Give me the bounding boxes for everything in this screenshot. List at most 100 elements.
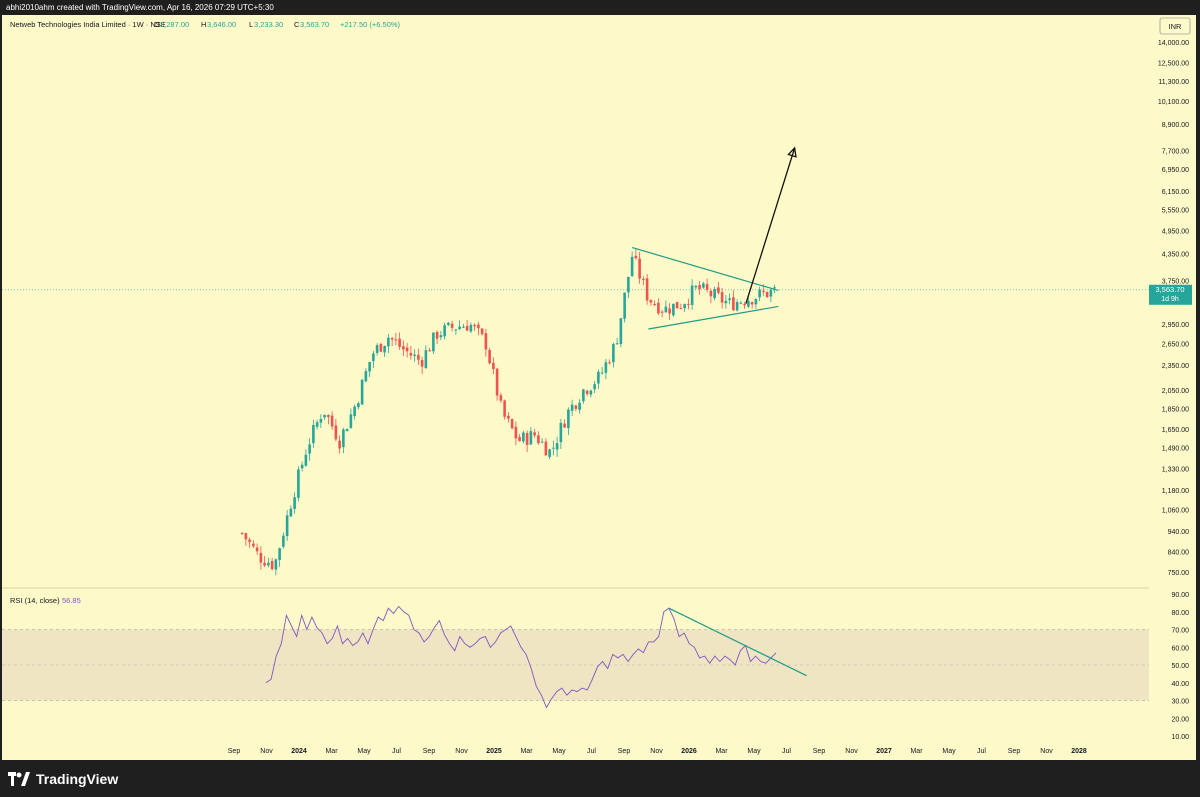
candle-body: [462, 326, 465, 328]
candle-body: [327, 415, 330, 417]
rsi-label: RSI (14, close): [10, 596, 60, 605]
projection-arrowhead: [787, 146, 797, 158]
candle-body: [555, 443, 559, 450]
time-axis[interactable]: Sep Nov 2024 Mar May Jul Sep Nov 2025 Mar May Jul Se…: [228, 748, 1087, 755]
tradingview-brand: TradingView: [36, 771, 119, 787]
candle-body: [383, 345, 386, 353]
candle-body: [293, 497, 296, 509]
footer-bar: TradingView: [0, 760, 1200, 797]
price-tick-label: 2,650.00: [1162, 341, 1189, 348]
attribution-bar: abhi2010ahm created with TradingView.com…: [0, 0, 1200, 15]
rsi-trendline[interactable]: [668, 607, 807, 677]
candle-body: [548, 449, 551, 457]
candle-body: [402, 346, 405, 350]
candle-body: [732, 297, 735, 311]
time-tick-label: Mar: [715, 748, 728, 755]
candle-body: [720, 292, 724, 303]
tradingview-logo[interactable]: TradingView: [8, 771, 118, 787]
time-tick-label: Nov: [1040, 748, 1053, 755]
triangle-upper-trendline[interactable]: [631, 246, 779, 292]
price-tick-label: 1,060.00: [1162, 507, 1189, 514]
candle-body: [390, 337, 394, 340]
projection-arrow[interactable]: [745, 147, 796, 304]
currency-box[interactable]: [1159, 17, 1191, 35]
candle-body: [458, 326, 461, 330]
last-price-box: [1149, 284, 1192, 305]
candle-body: [454, 329, 458, 331]
candle-body: [282, 535, 285, 547]
time-tick-label: Mar: [325, 748, 338, 755]
time-tick-label: Nov: [260, 748, 273, 755]
candle-body: [263, 562, 266, 566]
attribution-text: abhi2010ahm created with TradingView.com…: [6, 3, 274, 12]
triangle-lower-trendline[interactable]: [648, 305, 779, 330]
candle-body: [694, 285, 698, 288]
candle-body: [750, 302, 754, 305]
chart-area[interactable]: Netweb Technologies India Limited · 1W ·…: [2, 15, 1196, 760]
time-tick-label: May: [357, 748, 371, 755]
candle-body: [394, 339, 398, 341]
candle-body: [255, 547, 259, 552]
price-tick-label: 2,350.00: [1162, 363, 1189, 370]
candle-body: [743, 303, 746, 306]
candle-body: [417, 354, 420, 360]
candle-body: [529, 431, 533, 445]
price-axis[interactable]: [1149, 15, 1196, 760]
ohlc-close-label: C: [294, 20, 300, 29]
last-price-tag: 3,563.70 1d 9h: [1149, 284, 1192, 305]
time-tick-label: Sep: [1008, 748, 1021, 755]
candle-body: [248, 539, 251, 543]
candle-body: [705, 284, 709, 290]
candle-body: [514, 426, 518, 439]
price-tick-label: 1,330.00: [1162, 466, 1189, 473]
candle-body: [698, 284, 701, 290]
candle-body: [300, 464, 304, 469]
time-tick-label: May: [747, 748, 761, 755]
candle-body: [450, 323, 454, 328]
symbol-title: Netweb Technologies India Limited · 1W ·…: [10, 20, 166, 29]
candle-body: [499, 395, 503, 401]
candle-body: [739, 302, 743, 304]
candle-body: [552, 447, 555, 449]
tradingview-logo-icon: [8, 772, 30, 786]
candle-body: [495, 368, 499, 396]
candle-body: [439, 335, 443, 338]
candle-body: [364, 371, 368, 382]
price-tick-label: 1,180.00: [1162, 488, 1189, 495]
candle-body: [510, 419, 514, 429]
candle-body: [473, 324, 476, 327]
candle-body: [638, 258, 641, 279]
candle-body: [270, 560, 274, 569]
candle-body: [668, 308, 671, 314]
price-tick-label: 2,950.00: [1162, 322, 1189, 329]
time-tick-label: 2028: [1071, 748, 1087, 755]
candle-body: [679, 308, 683, 310]
candle-body: [578, 402, 581, 410]
time-tick-label: Mar: [520, 748, 533, 755]
time-tick-label: Sep: [423, 748, 436, 755]
time-tick-label: Jul: [782, 748, 791, 755]
ohlc-low-value: 3,233.30: [254, 20, 283, 29]
ohlc-open-label: O: [154, 20, 160, 29]
candle-body: [773, 287, 776, 289]
candle-body: [308, 444, 311, 454]
candle-body: [278, 548, 281, 560]
candle-body: [649, 300, 653, 303]
candle-body: [540, 441, 544, 443]
candle-body: [593, 384, 596, 390]
price-tick-label: 1,850.00: [1162, 407, 1189, 414]
currency-label: INR: [1169, 22, 1183, 31]
candle-body: [360, 379, 364, 405]
rsi-tick-label: 10.00: [1171, 734, 1189, 741]
price-tick-label: 12,500.00: [1158, 61, 1189, 68]
candle-body: [574, 405, 578, 409]
candle-body: [585, 390, 589, 394]
rsi-tick-label: 20.00: [1171, 716, 1189, 723]
candle-body: [319, 419, 323, 423]
time-tick-label: 2024: [291, 748, 307, 755]
chart-canvas[interactable]: Netweb Technologies India Limited · 1W ·…: [2, 15, 1196, 760]
candle-body: [687, 303, 690, 305]
time-tick-label: 2025: [486, 748, 502, 755]
candle-body: [428, 350, 431, 352]
candle-body: [615, 343, 619, 345]
